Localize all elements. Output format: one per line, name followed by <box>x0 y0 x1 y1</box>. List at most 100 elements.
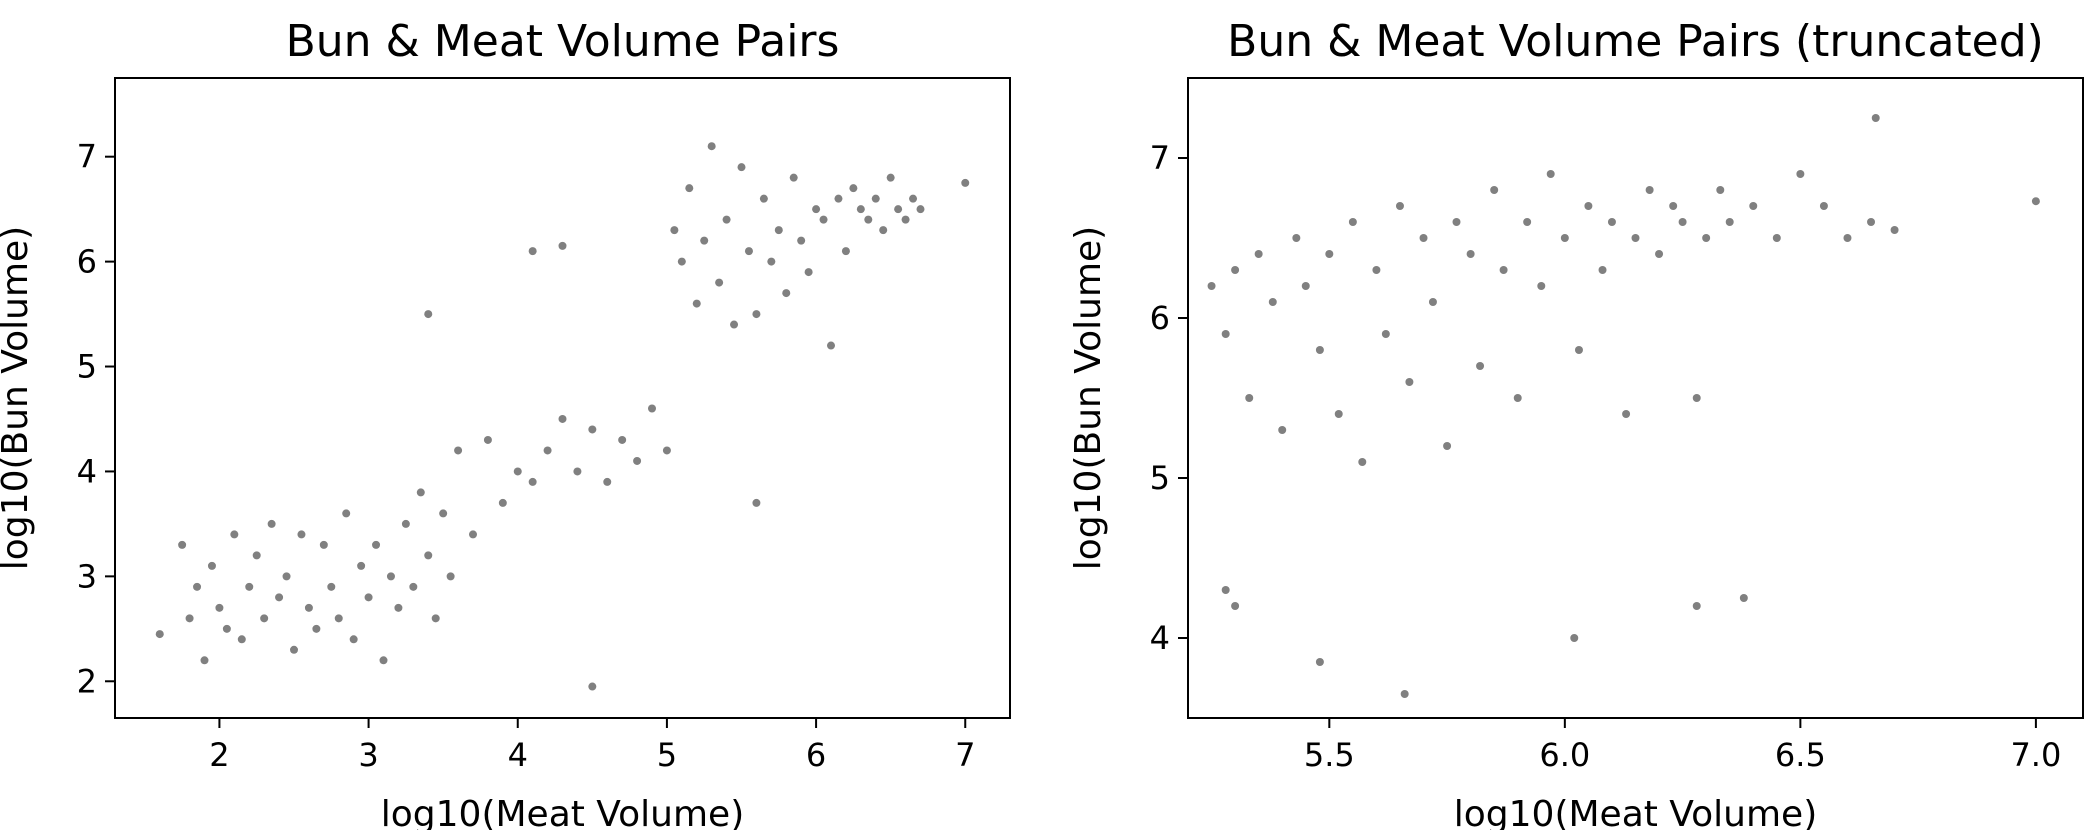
scatter-point <box>245 582 254 591</box>
y-axis-label: log10(Bun Volume) <box>1068 226 1109 570</box>
scatter-point <box>409 582 418 591</box>
scatter-point <box>744 247 753 256</box>
scatter-point <box>431 614 440 623</box>
scatter-points <box>1207 114 2040 698</box>
scatter-point <box>1245 394 1254 402</box>
scatter-point <box>394 603 403 612</box>
scatter-point <box>439 509 448 518</box>
scatter-point <box>715 278 724 287</box>
scatter-point <box>1395 202 1404 210</box>
y-tick-label: 5 <box>1150 459 1170 497</box>
scatter-point <box>1292 234 1301 242</box>
scatter-point <box>1513 394 1522 402</box>
chart-title: Bun & Meat Volume Pairs (truncated) <box>1227 16 2044 67</box>
right-scatter-panel: Bun & Meat Volume Pairs (truncated) log1… <box>1068 16 2084 830</box>
scatter-point <box>357 561 366 570</box>
scatter-point <box>543 446 552 455</box>
scatter-point <box>319 540 328 549</box>
y-tick-label: 7 <box>1150 139 1170 177</box>
scatter-point <box>1890 226 1899 234</box>
scatter-point <box>215 603 224 612</box>
x-axis-label: log10(Meat Volume) <box>381 794 745 830</box>
scatter-point <box>1537 282 1546 290</box>
scatter-point <box>312 624 321 633</box>
scatter-point <box>558 414 567 423</box>
scatter-point <box>1221 330 1230 338</box>
scatter-point <box>1278 426 1287 434</box>
scatter-point <box>454 446 463 455</box>
scatter-point <box>1231 602 1240 610</box>
scatter-point <box>737 163 746 172</box>
scatter-point <box>260 614 269 623</box>
y-tick-label: 4 <box>1150 619 1170 657</box>
scatter-point <box>401 519 410 528</box>
y-tick-label: 7 <box>77 138 97 176</box>
scatter-point <box>603 477 612 486</box>
scatter-point <box>730 320 739 329</box>
scatter-point <box>662 446 671 455</box>
x-tick-label: 4 <box>508 736 528 774</box>
scatter-point <box>1716 186 1725 194</box>
scatter-point <box>364 593 373 602</box>
scatter-point <box>722 215 731 224</box>
scatter-point <box>252 551 261 560</box>
scatter-point <box>1598 266 1607 274</box>
x-tick-label: 2 <box>209 736 229 774</box>
scatter-point <box>1428 298 1437 306</box>
x-tick-label: 6 <box>806 736 826 774</box>
scatter-point <box>886 173 895 182</box>
scatter-point <box>692 299 701 308</box>
scatter-point <box>230 530 239 539</box>
scatter-point <box>819 215 828 224</box>
scatter-point <box>916 205 925 214</box>
scatter-point <box>1523 218 1532 226</box>
scatter-point <box>1843 234 1852 242</box>
scatter-point <box>416 488 425 497</box>
scatter-point <box>1301 282 1310 290</box>
scatter-point <box>424 310 433 319</box>
scatter-point <box>1692 602 1701 610</box>
scatter-point <box>185 614 194 623</box>
scatter-point <box>1867 218 1876 226</box>
x-axis-label: log10(Meat Volume) <box>1454 794 1818 830</box>
scatter-point <box>297 530 306 539</box>
scatter-point <box>1348 218 1357 226</box>
y-tick-label: 3 <box>77 557 97 595</box>
y-tick-label: 5 <box>77 348 97 386</box>
scatter-point <box>782 289 791 298</box>
scatter-point <box>849 184 858 193</box>
scatter-point <box>267 519 276 528</box>
scatter-point <box>1325 250 1334 258</box>
scatter-point <box>528 477 537 486</box>
scatter-point <box>446 572 455 581</box>
scatter-point <box>178 540 187 549</box>
scatter-point <box>856 205 865 214</box>
scatter-point <box>1334 410 1343 418</box>
axis-ticks: 2 3 4 5 6 7 2 3 4 5 6 7 <box>77 138 976 774</box>
scatter-point <box>588 682 597 691</box>
scatter-point <box>707 142 716 151</box>
scatter-point <box>1315 346 1324 354</box>
scatter-point <box>752 498 761 507</box>
scatter-point <box>1631 234 1640 242</box>
scatter-point <box>1871 114 1880 122</box>
scatter-point <box>2031 197 2040 206</box>
scatter-point <box>879 226 888 235</box>
scatter-point <box>901 215 910 224</box>
scatter-point <box>349 635 358 644</box>
scatter-point <box>558 241 567 250</box>
scatter-point <box>1702 234 1711 242</box>
scatter-point <box>275 593 284 602</box>
scatter-point <box>1725 218 1734 226</box>
y-tick-label: 6 <box>77 243 97 281</box>
scatter-point <box>588 425 597 434</box>
scatter-point <box>1669 202 1678 210</box>
scatter-point <box>767 257 776 266</box>
scatter-point <box>1570 634 1579 642</box>
chart-title: Bun & Meat Volume Pairs <box>286 16 840 67</box>
scatter-point <box>573 467 582 476</box>
plot-frame <box>114 77 1011 719</box>
scatter-point <box>1254 250 1263 258</box>
scatter-point <box>282 572 291 581</box>
